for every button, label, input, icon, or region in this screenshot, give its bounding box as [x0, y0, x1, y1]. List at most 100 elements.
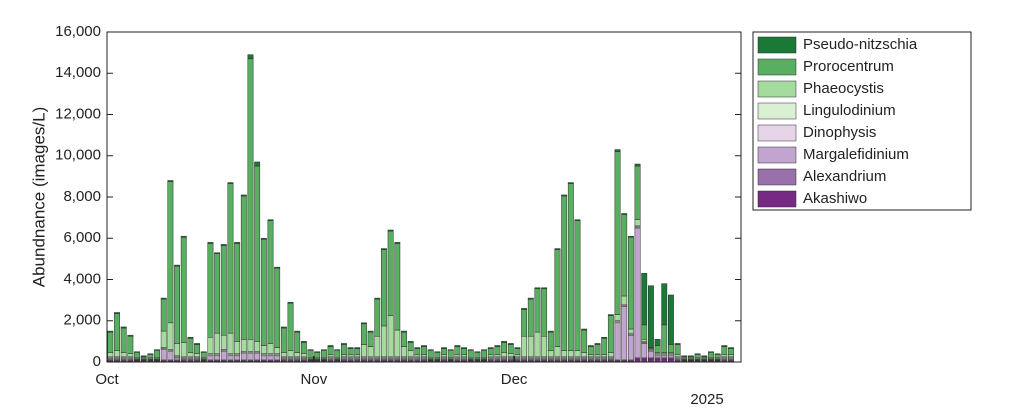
y-tick-label: 14,000 [55, 64, 101, 81]
bar-segment [361, 322, 367, 325]
bar-segment [134, 351, 140, 353]
bar-segment [701, 355, 708, 357]
bar-segment [547, 330, 554, 333]
bar-segment [300, 341, 307, 343]
bar-segment [407, 350, 414, 358]
bar-segment [634, 219, 641, 227]
bar-segment [654, 355, 661, 359]
y-tick-label: 2,000 [63, 312, 101, 329]
bar-segment [327, 346, 334, 356]
bar-segment [641, 324, 648, 340]
bar-segment [334, 349, 341, 351]
bar-segment [494, 346, 501, 356]
bar-segment [581, 328, 588, 331]
bar-segment [367, 331, 374, 347]
bar-segment [340, 354, 347, 358]
bar-segment [587, 345, 594, 347]
bar-segment [160, 297, 167, 300]
bar-segment [260, 238, 267, 240]
bar-segment [207, 242, 214, 244]
bar-segment [401, 330, 407, 333]
bar-segment [534, 287, 541, 290]
bar-segment [641, 339, 648, 342]
bar-segment [688, 355, 694, 357]
legend-swatch [757, 146, 797, 164]
bar-segment [421, 354, 427, 358]
legend-swatch [757, 168, 797, 186]
bar-segment [220, 334, 227, 350]
bar-segment [247, 353, 254, 361]
bar-segment [567, 183, 574, 351]
bar-segment [120, 326, 127, 329]
bar-segment [574, 220, 581, 351]
legend-swatch [757, 80, 797, 98]
bar-segment [728, 347, 734, 349]
legend-swatch [757, 36, 797, 54]
bars [107, 54, 734, 363]
bar-segment [401, 331, 407, 347]
bar-segment [607, 315, 614, 353]
bar-segment [214, 332, 221, 354]
bar-segment [267, 219, 274, 221]
bar-segment [668, 344, 674, 353]
bar-segment [140, 355, 147, 357]
bar-segment [214, 355, 221, 361]
bar-segment [367, 346, 374, 358]
bar-segment [361, 323, 367, 345]
bar-segment [247, 54, 254, 60]
bar-segment [654, 339, 661, 346]
bar-segment [674, 354, 681, 358]
bar-segment [501, 341, 508, 343]
bar-segment [260, 239, 267, 346]
bar-segment [347, 354, 354, 358]
bar-segment [214, 252, 221, 254]
bar-segment [621, 214, 628, 297]
y-axis-label: Abundnance (images/L) [29, 107, 48, 288]
bar-segment [668, 294, 674, 345]
legend-label: Pseudo-nitzschia [803, 36, 918, 53]
bar-segment [514, 347, 521, 349]
bar-segment [714, 353, 721, 355]
bar-segment [554, 248, 561, 250]
bar-segment [160, 349, 167, 361]
legend-swatch [757, 124, 797, 142]
bar-segment [647, 351, 654, 359]
bar-segment [187, 337, 194, 339]
bar-segment [527, 298, 534, 337]
bar-segment [454, 346, 461, 356]
bar-segment [434, 352, 441, 359]
bar-segment [107, 331, 114, 353]
bar-segment [220, 245, 227, 336]
bar-segment [287, 301, 294, 304]
bar-segment [681, 355, 688, 357]
bar-segment [287, 350, 294, 358]
bar-segment [567, 182, 574, 184]
bar-segment [594, 344, 601, 356]
bar-segment [601, 354, 608, 358]
bar-segment [567, 350, 574, 358]
legend-swatch [757, 58, 797, 76]
bar-segment [581, 329, 588, 353]
bar-segment [561, 195, 568, 351]
bar-segment [280, 352, 287, 358]
bar-segment [200, 351, 207, 353]
bar-segment [474, 352, 481, 359]
bar-segment [287, 302, 294, 351]
x-tick-label: Oct [95, 371, 119, 388]
bar-segment [708, 352, 714, 359]
bar-segment [234, 242, 241, 244]
bar-segment [507, 344, 514, 354]
bar-segment [274, 347, 281, 354]
bar-segment [554, 346, 561, 358]
legend-label: Phaeocystis [803, 80, 884, 97]
bar-segment [521, 335, 528, 358]
legend-label: Margalefidinium [803, 146, 909, 163]
bar-segment [274, 267, 281, 348]
bar-segment [494, 345, 501, 347]
bar-segment [554, 249, 561, 347]
bar-segment [721, 345, 728, 347]
bar-segment [374, 335, 381, 358]
bar-segment [127, 335, 134, 354]
bar-segment [728, 354, 734, 358]
bar-segment [421, 345, 427, 347]
